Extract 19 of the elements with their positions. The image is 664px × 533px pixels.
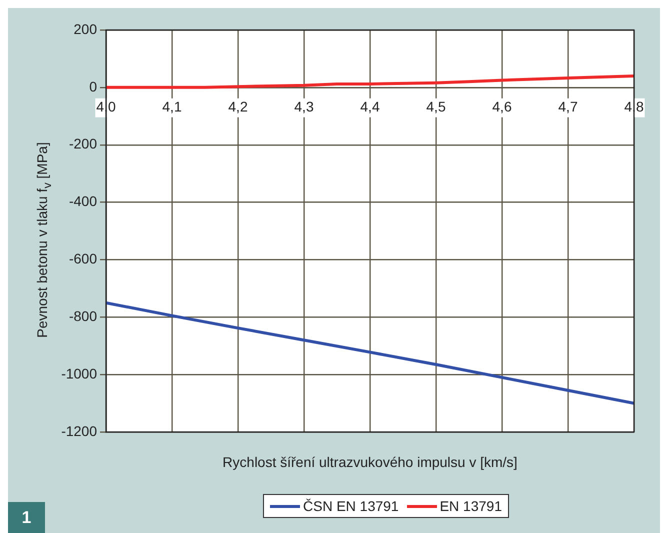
y-tick-label: -200	[68, 136, 98, 152]
y-tick-label: -1200	[61, 422, 98, 439]
legend-label: ČSN EN 13791	[303, 498, 399, 514]
text: 1	[8, 502, 45, 533]
y-tick-label: 200	[74, 20, 98, 37]
x-tick-label: 4,6	[492, 98, 512, 115]
x-axis-title: Rychlost šíření ultrazvukového impulsu v [km/s]	[222, 454, 518, 470]
legend-label: EN 13791	[440, 498, 502, 514]
x-tick-label: 4,7	[558, 98, 578, 115]
y-tick-label: -800	[68, 308, 98, 324]
y-tick-label: 0	[89, 78, 98, 94]
x-tick-label: 4,5	[426, 98, 446, 115]
y-tick-label: -600	[68, 250, 98, 267]
y-tick-label: -400	[68, 193, 98, 210]
y-tick-label: -1000	[61, 365, 98, 382]
x-tick-label: 4,2	[228, 98, 248, 115]
x-tick-label: 4,4	[360, 98, 380, 115]
x-tick-label: 4,3	[294, 98, 314, 115]
x-tick-label: 4,1	[162, 98, 182, 115]
